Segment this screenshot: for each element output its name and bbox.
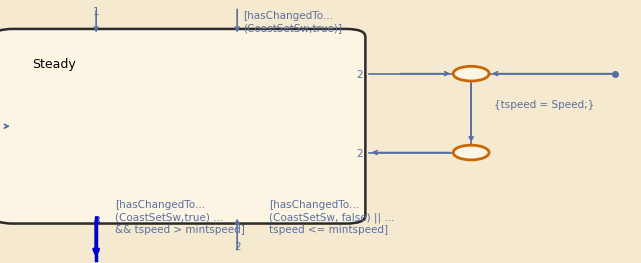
Circle shape xyxy=(453,66,489,81)
Text: 2: 2 xyxy=(356,149,362,159)
Text: 2: 2 xyxy=(356,70,362,80)
Text: [hasChangedTo...
(CoastSetSw,true) ...
&& tspeed > mintspeed]: [hasChangedTo... (CoastSetSw,true) ... &… xyxy=(115,200,246,235)
FancyBboxPatch shape xyxy=(0,29,365,224)
Text: 1: 1 xyxy=(93,7,99,17)
Circle shape xyxy=(453,145,489,160)
Text: 2: 2 xyxy=(234,242,240,252)
Text: {tspeed = Speed;}: {tspeed = Speed;} xyxy=(494,100,594,110)
Text: [hasChangedTo...
(CoastSetSw,true)]: [hasChangedTo... (CoastSetSw,true)] xyxy=(244,11,342,33)
Text: [hasChangedTo...
(CoastSetSw, false) || ...
tspeed <= mintspeed]: [hasChangedTo... (CoastSetSw, false) || … xyxy=(269,200,395,235)
Text: Steady: Steady xyxy=(32,58,76,71)
Text: 3: 3 xyxy=(93,216,99,226)
